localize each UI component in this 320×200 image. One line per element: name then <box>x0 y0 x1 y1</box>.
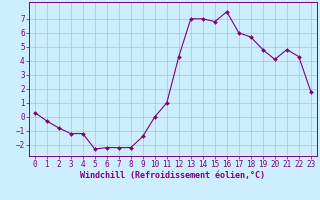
X-axis label: Windchill (Refroidissement éolien,°C): Windchill (Refroidissement éolien,°C) <box>80 171 265 180</box>
